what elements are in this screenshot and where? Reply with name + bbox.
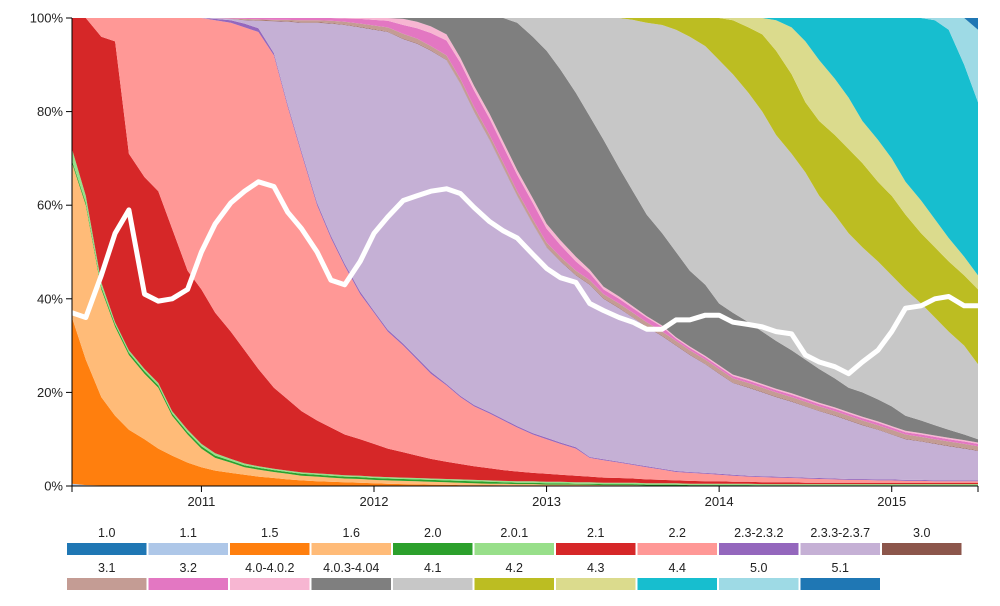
area-4.1 — [72, 18, 978, 440]
legend-item[interactable]: 4.2 — [474, 561, 555, 590]
legend-label: 2.3-2.3.2 — [734, 526, 783, 540]
y-tick-label: 0% — [44, 479, 63, 494]
legend-swatch — [67, 578, 147, 590]
legend-item[interactable]: 2.3-2.3.2 — [719, 526, 799, 555]
legend-item[interactable]: 4.3 — [556, 561, 636, 590]
area-2.2 — [72, 18, 978, 483]
legend-item[interactable]: 1.6 — [311, 526, 392, 555]
legend-label: 4.4 — [669, 561, 686, 575]
legend-swatch — [67, 543, 147, 555]
overlay-line — [69, 179, 981, 377]
legend-item[interactable]: 3.2 — [148, 561, 229, 590]
legend-item[interactable]: 4.0.3-4.04 — [311, 561, 392, 590]
legend-item[interactable]: 2.2 — [637, 526, 718, 555]
x-tick-label: 2011 — [187, 494, 215, 509]
y-tick-label: 20% — [37, 385, 63, 400]
legend-swatch — [637, 578, 717, 590]
legend-label: 2.1 — [587, 526, 604, 540]
area-4.4 — [72, 18, 978, 276]
legend-label: 2.2 — [669, 526, 686, 540]
legend-swatch — [882, 543, 962, 555]
legend-label: 4.0.3-4.04 — [323, 561, 379, 575]
area-1.5 — [72, 317, 978, 486]
legend-label: 3.2 — [180, 561, 197, 575]
legend-swatch — [556, 578, 636, 590]
legend-label: 4.1 — [424, 561, 441, 575]
legend-label: 3.1 — [98, 561, 115, 575]
legend-item[interactable]: 2.0.1 — [474, 526, 555, 555]
legend-item[interactable]: 4.4 — [637, 561, 718, 590]
legend-item[interactable]: 1.1 — [148, 526, 229, 555]
x-tick-label: 2013 — [532, 494, 561, 509]
legend-label: 2.0.1 — [500, 526, 528, 540]
legend-label: 5.0 — [750, 561, 767, 575]
legend-label: 4.0-4.0.2 — [245, 561, 294, 575]
legend-swatch — [230, 543, 310, 555]
legend-item[interactable]: 1.0 — [67, 526, 147, 555]
legend-item[interactable]: 3.1 — [67, 561, 147, 590]
legend-swatch — [474, 543, 554, 555]
legend-item[interactable]: 2.3.3-2.3.7 — [800, 526, 881, 555]
area-4.0.3-4.04 — [72, 18, 978, 443]
legend-label: 2.0 — [424, 526, 441, 540]
legend-swatch — [148, 578, 228, 590]
y-tick-label: 60% — [37, 198, 63, 213]
legend-label: 3.0 — [913, 526, 930, 540]
legend-label: 1.1 — [180, 526, 197, 540]
legend-swatch — [556, 543, 636, 555]
legend-swatch — [637, 543, 717, 555]
legend-item[interactable]: 2.1 — [556, 526, 636, 555]
legend-item[interactable]: 3.0 — [882, 526, 962, 555]
y-tick-label: 100% — [30, 11, 64, 26]
legend-item[interactable]: 4.1 — [393, 561, 473, 590]
legend-label: 4.2 — [506, 561, 523, 575]
legend-swatch — [800, 578, 880, 590]
legend-item[interactable]: 1.5 — [230, 526, 310, 555]
legend-label: 1.0 — [98, 526, 115, 540]
legend-item[interactable]: 4.0-4.0.2 — [230, 561, 310, 590]
legend-label: 1.6 — [343, 526, 360, 540]
legend-swatch — [311, 543, 391, 555]
legend-label: 1.5 — [261, 526, 278, 540]
legend-item[interactable]: 5.1 — [800, 561, 881, 590]
legend-label: 2.3.3-2.3.7 — [810, 526, 870, 540]
axes: 0% 20% 40% 60% 80% 100% 2011 2012 2013 2014 2015 — [30, 11, 979, 509]
x-tick-label: 2015 — [877, 494, 906, 509]
legend-swatch — [311, 578, 391, 590]
legend-item[interactable]: 5.0 — [719, 561, 799, 590]
legend-swatch — [719, 543, 799, 555]
legend-swatch — [148, 543, 228, 555]
legend-swatch — [393, 543, 473, 555]
x-tick-label: 2012 — [360, 494, 389, 509]
legend-swatch — [474, 578, 554, 590]
area-layers — [72, 18, 978, 486]
legend-label: 4.3 — [587, 561, 604, 575]
legend-label: 5.1 — [832, 561, 849, 575]
legend-swatch — [230, 578, 310, 590]
y-tick-label: 40% — [37, 291, 63, 306]
legend-swatch — [800, 543, 880, 555]
legend-item[interactable]: 2.0 — [393, 526, 473, 555]
legend: 1.0 1.1 1.5 1.6 2.0 2.0.1 2.1 2.2 2.3-2.3.2 2.3.3… — [67, 526, 962, 590]
x-tick-label: 2014 — [705, 494, 734, 509]
overlay-line-group — [69, 179, 981, 377]
legend-swatch — [719, 578, 799, 590]
y-tick-label: 80% — [37, 104, 63, 119]
legend-swatch — [393, 578, 473, 590]
